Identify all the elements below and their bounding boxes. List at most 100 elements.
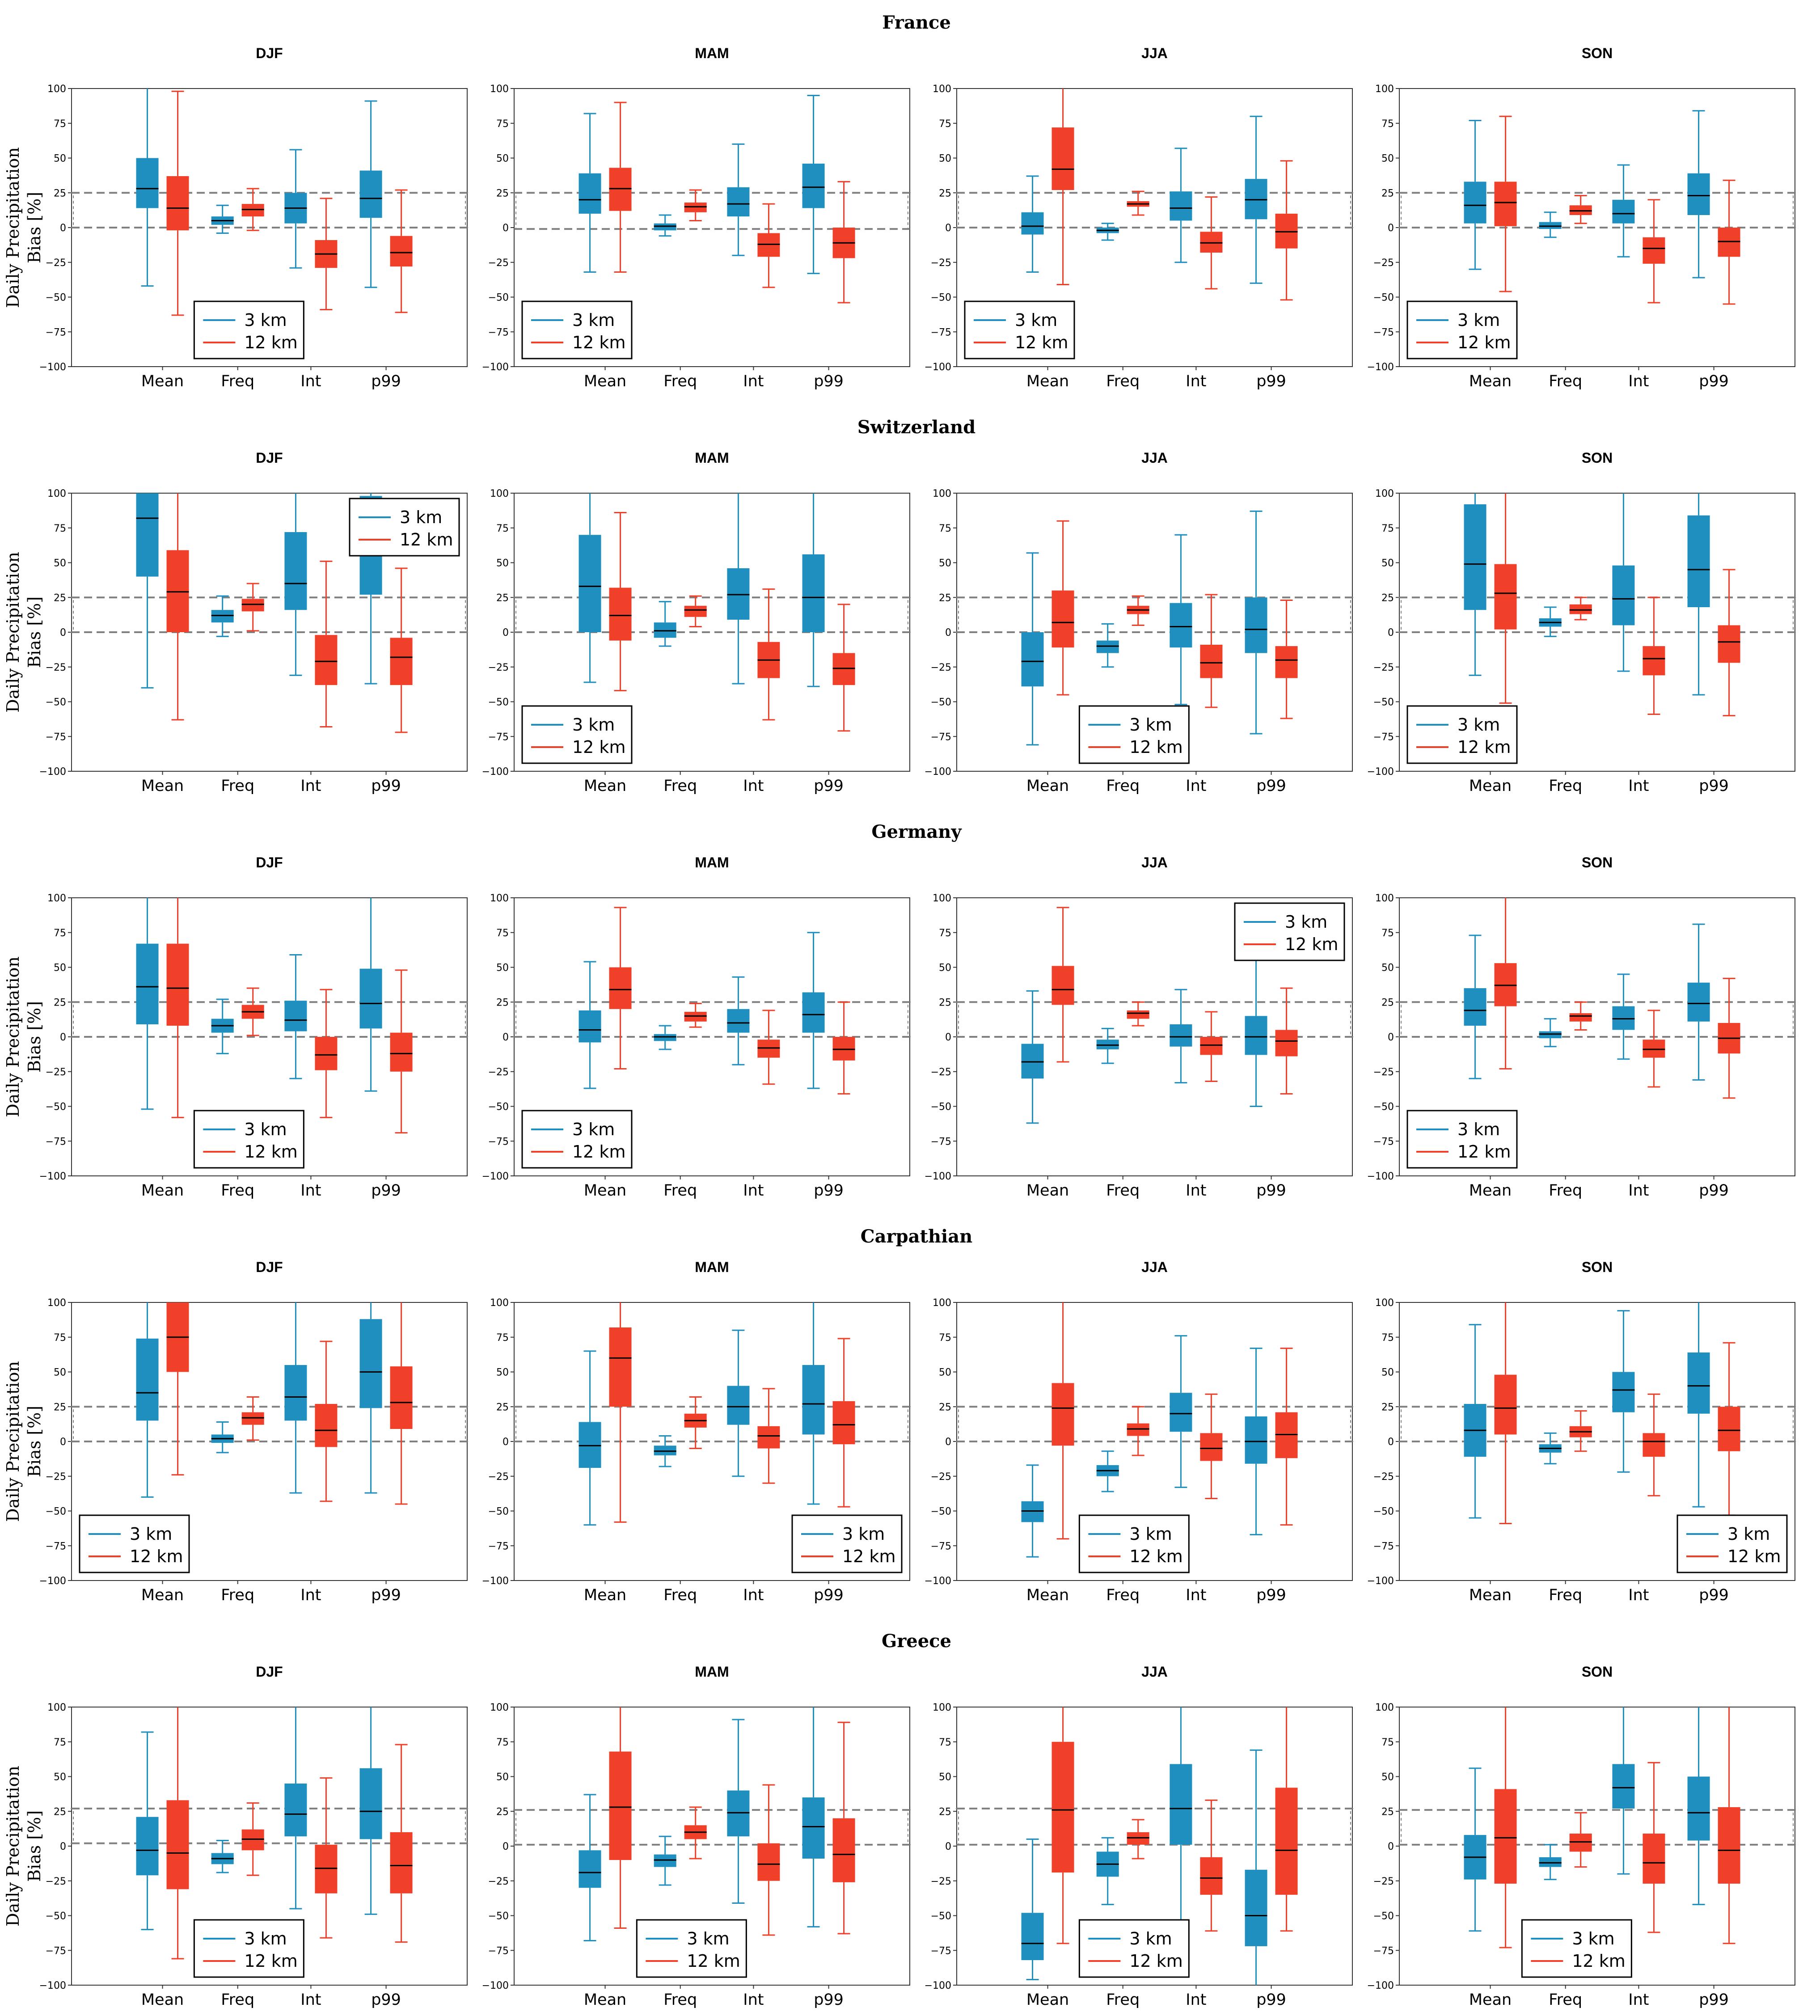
box-mean-3km	[1021, 990, 1044, 1124]
legend: 3 km 12 km	[521, 1110, 633, 1169]
iqr-box	[166, 550, 189, 632]
y-tick-label: −50	[46, 1911, 66, 1922]
x-tick-label: Int	[1628, 1586, 1649, 1604]
x-tick-label: Mean	[141, 777, 184, 795]
y-tick-label: −50	[931, 1506, 951, 1517]
iqr-box	[1539, 1031, 1562, 1039]
box-mean-3km	[1464, 120, 1486, 270]
iqr-box	[1170, 603, 1192, 648]
legend-box	[1406, 300, 1518, 359]
box-mean-12km	[166, 1302, 189, 1476]
x-tick-label: p99	[1256, 372, 1286, 390]
y-tick-label: −75	[1373, 327, 1394, 338]
legend-box	[1078, 705, 1190, 764]
iqr-box	[1051, 127, 1074, 190]
box-int-12km	[1643, 596, 1665, 715]
iqr-box	[1021, 1044, 1044, 1079]
y-tick-label: 50	[939, 1772, 951, 1783]
box-int-3km	[284, 1707, 307, 1910]
y-tick-label: −75	[488, 327, 509, 338]
dashed-bracket-right	[1350, 192, 1353, 228]
box-mean-12km	[1051, 89, 1074, 286]
box-int-12km	[315, 1340, 338, 1502]
iqr-box	[1200, 644, 1223, 678]
dashed-bracket-right	[1793, 597, 1796, 633]
dashed-bracket-left	[1398, 1406, 1402, 1442]
iqr-box	[727, 187, 750, 217]
y-tick-label: 25	[939, 1402, 951, 1413]
y-tick-label: −50	[1373, 292, 1394, 304]
iqr-box	[802, 163, 825, 208]
dashed-bracket-left	[71, 1002, 74, 1037]
y-tick-label: 100	[933, 488, 951, 499]
y-tick-label: 100	[933, 1298, 951, 1309]
iqr-box	[136, 1338, 159, 1421]
box-int-3km	[1612, 164, 1635, 258]
y-tick-label: −25	[1373, 1471, 1394, 1483]
x-tick-label: p99	[1699, 1586, 1729, 1604]
y-tick-label: −25	[931, 1471, 951, 1483]
legend-box	[193, 1110, 304, 1169]
box-int-3km	[727, 976, 750, 1065]
iqr-box	[802, 992, 825, 1033]
y-tick-label: −100	[925, 1171, 951, 1182]
box-mean-3km	[579, 1350, 601, 1526]
box-int-12km	[757, 1388, 780, 1484]
panel-title: DJF	[256, 1259, 283, 1275]
legend: 3 km 12 km	[79, 1514, 190, 1573]
box-int-3km	[1612, 493, 1635, 672]
dashed-bracket-left	[71, 192, 74, 228]
x-tick-label: Freq	[1549, 1586, 1582, 1604]
iqr-box	[757, 233, 780, 257]
iqr-box	[1687, 982, 1710, 1022]
y-tick-label: 0	[503, 1437, 509, 1448]
iqr-box	[579, 173, 601, 214]
box-int-12km	[757, 1784, 780, 1936]
y-axis-label-line2: Bias [%]	[25, 1810, 44, 1882]
legend: 3 km 12 km	[1676, 1514, 1788, 1573]
x-tick-label: p99	[1256, 1182, 1286, 1200]
y-tick-label: −100	[482, 362, 509, 373]
legend-label-12km: 12 km	[1285, 934, 1338, 954]
iqr-box	[1200, 1037, 1223, 1055]
box-mean-12km	[609, 1302, 632, 1523]
x-tick-label: Freq	[1106, 1991, 1140, 2009]
iqr-box	[727, 1790, 750, 1837]
iqr-box	[654, 1854, 676, 1867]
x-tick-label: Freq	[221, 372, 254, 390]
iqr-box	[1687, 515, 1710, 608]
legend-box	[1078, 1919, 1190, 1978]
dashed-bracket-left	[956, 597, 959, 633]
box-int-3km	[1170, 148, 1192, 263]
iqr-box	[1612, 1372, 1635, 1412]
iqr-box	[1245, 1016, 1267, 1055]
legend-label-12km: 12 km	[572, 1142, 625, 1162]
box-p99-12km	[1275, 987, 1298, 1095]
y-tick-label: −75	[46, 731, 66, 743]
y-tick-label: 0	[945, 1032, 951, 1043]
y-tick-label: −25	[1373, 662, 1394, 673]
y-tick-label: 0	[503, 627, 509, 638]
iqr-box	[1021, 1913, 1044, 1961]
box-p99-12km	[832, 1338, 855, 1508]
y-tick-label: 25	[496, 997, 509, 1008]
iqr-box	[1200, 1433, 1223, 1461]
legend-label-12km: 12 km	[1572, 1951, 1625, 1971]
legend-label-3km: 3 km	[1727, 1524, 1770, 1544]
box-freq-12km	[1127, 1001, 1149, 1027]
x-tick-label: Int	[1186, 1991, 1206, 2009]
box-mean-12km	[166, 898, 189, 1118]
legend-label-3km: 3 km	[1457, 310, 1500, 330]
box-freq-12km	[241, 583, 264, 632]
box-freq-12km	[684, 1806, 707, 1860]
x-tick-label: p99	[1699, 777, 1729, 795]
dashed-bracket-right	[465, 1808, 468, 1844]
x-tick-label: Int	[1186, 372, 1206, 390]
iqr-box	[609, 168, 632, 211]
box-freq-3km	[1096, 1450, 1119, 1492]
y-tick-label: 100	[47, 488, 66, 499]
dashed-bracket-right	[908, 597, 911, 633]
iqr-box	[832, 1401, 855, 1445]
dashed-bracket-left	[513, 1002, 516, 1037]
dashed-bracket-left	[956, 1406, 959, 1442]
